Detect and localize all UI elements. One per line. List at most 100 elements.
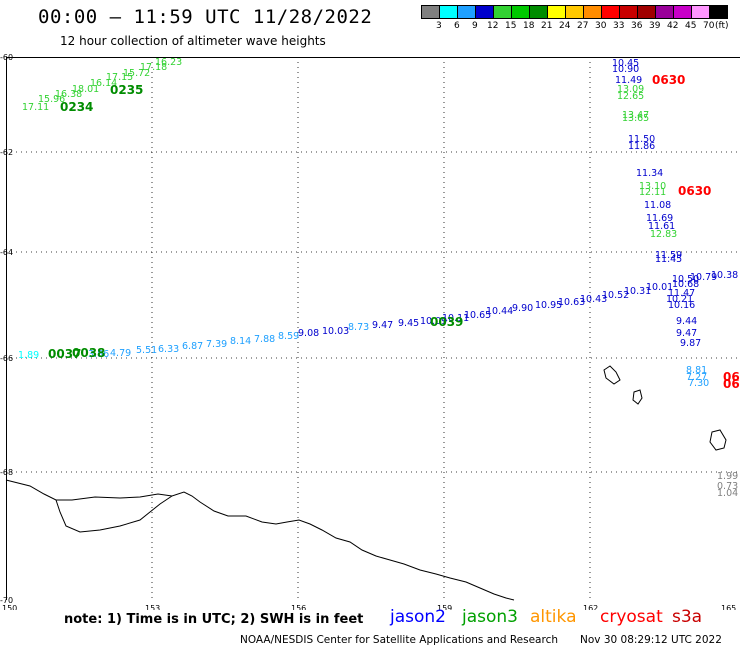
wave-height-value: 13.47: [622, 110, 649, 121]
wave-height-value: 10.21: [666, 294, 693, 305]
wave-height-value: 11.34: [636, 168, 663, 179]
wave-height-value: 10.44: [486, 306, 513, 317]
units-note: note: 1) Time is in UTC; 2) SWH is in fe…: [64, 612, 364, 627]
wave-height-value: 17.15: [106, 72, 133, 83]
timestamp: Nov 30 08:29:12 UTC 2022: [580, 634, 722, 646]
wave-height-value: 11.49: [615, 75, 642, 86]
wave-height-value: 10.63: [558, 297, 585, 308]
wave-height-value: 13.65: [622, 113, 649, 124]
wave-height-value: 9.08: [298, 328, 319, 339]
grid-lines: [6, 57, 740, 600]
longitude-tick-label: 159: [437, 604, 452, 610]
wave-height-value: 10.16: [668, 300, 695, 311]
wave-height-value: 10.03: [322, 326, 349, 337]
island-3: [709, 429, 727, 451]
wave-height-value: 7.30: [688, 378, 709, 389]
longitude-tick-label: 162: [583, 604, 598, 610]
longitude-tick-label: 165: [721, 604, 736, 610]
color-scale-label: 36: [631, 21, 643, 31]
wave-height-value: 7.27: [686, 372, 707, 383]
color-scale-label: 24: [559, 21, 571, 31]
wave-height-value: 10.11: [442, 313, 469, 324]
wave-height-value: 17.11: [22, 102, 49, 113]
color-scale-cell: [709, 5, 728, 19]
color-scale-label: 21: [541, 21, 553, 31]
wave-height-value: 0.73: [717, 481, 738, 492]
longitude-tick-label: 150: [2, 604, 17, 610]
wave-height-value: 13.10: [639, 181, 666, 192]
island-1: [603, 365, 621, 385]
page-title: 00:00 – 11:59 UTC 11/28/2022: [38, 6, 373, 28]
altimeter-map: 150 153 156 159 162 165 -60 -62 -64 -66 -68 -70 16…: [0, 53, 740, 610]
color-scale-label: 9: [472, 21, 478, 31]
wave-height-value: 10.01: [646, 282, 673, 293]
wave-height-value: 5.51: [136, 345, 157, 356]
legend-altika: altika: [530, 607, 577, 627]
wave-height-value: 15.72: [123, 68, 150, 79]
map-frame: [6, 57, 740, 600]
pass-time-label: 0234: [60, 100, 93, 114]
latitude-tick-label: -70: [0, 596, 13, 605]
longitude-tick-label: 153: [145, 604, 160, 610]
color-scale-label: 27: [577, 21, 589, 31]
wave-height-value: 8.81: [686, 365, 707, 376]
wave-height-value: 11.45: [655, 254, 682, 265]
wave-height-value: 1.04: [717, 488, 738, 499]
wave-height-value: 9.87: [680, 338, 701, 349]
pass-time-label: 0630: [652, 73, 685, 87]
wave-height-value: 10.43: [580, 294, 607, 305]
wave-height-value: 1.89: [18, 350, 39, 361]
wave-height-value: 8.73: [348, 322, 369, 333]
wave-height-value: 16.14: [90, 78, 117, 89]
wave-height-value: 10.95: [535, 300, 562, 311]
wave-height-value: 11.86: [628, 141, 655, 152]
wave-height-value: 9.44: [676, 316, 697, 327]
wave-height-value: 12.65: [617, 91, 644, 102]
color-scale-label: 15: [505, 21, 517, 31]
wave-height-value: 16.38: [55, 89, 82, 100]
color-scale-labels: 3 6 9 12 15 18 21 24 27 30 33 36 39 42 45 70 (ft): [421, 21, 740, 33]
wave-height-value: 9.45: [398, 318, 419, 329]
legend-jason3: jason3: [462, 607, 518, 627]
pass-time-label: 0039: [430, 315, 463, 329]
credit-line: NOAA/NESDIS Center for Satellite Applica…: [240, 634, 558, 646]
coast-inlet: [55, 495, 173, 533]
wave-height-value: 4.79: [110, 348, 131, 359]
color-scale-label: 12: [487, 21, 499, 31]
pass-time-label: 0038: [72, 346, 105, 360]
wave-height-value: 6.87: [182, 341, 203, 352]
color-scale-label: 70: [703, 21, 715, 31]
wave-height-value: 11.47: [668, 288, 695, 299]
wave-height-value: 10.90: [612, 64, 639, 75]
coastline: [5, 365, 727, 601]
wave-height-value: 8.14: [230, 336, 251, 347]
longitude-tick-label: 156: [291, 604, 306, 610]
wave-height-value: 18.01: [72, 84, 99, 95]
wave-height-value: 7.39: [206, 339, 227, 350]
wave-height-value: 10.79: [690, 272, 717, 283]
wave-height-value: 11.59: [655, 250, 682, 261]
wave-height-value: 10.65: [464, 310, 491, 321]
wave-height-value: 13.09: [617, 84, 644, 95]
wave-height-value: 11.50: [628, 134, 655, 145]
wave-height-value: 9.47: [676, 328, 697, 339]
latitude-tick-label: -68: [0, 468, 13, 477]
pass-time-label: 06: [723, 370, 740, 384]
wave-height-value: 10.45: [612, 58, 639, 69]
wave-height-value: 11.61: [648, 221, 675, 232]
wave-height-value: 10.52: [602, 290, 629, 301]
color-scale-label: 30: [595, 21, 607, 31]
wave-height-value: 11.08: [644, 200, 671, 211]
pass-time-label: 0630: [678, 184, 711, 198]
color-scale-label: 42: [667, 21, 679, 31]
wave-height-value: 16.23: [155, 57, 182, 68]
color-scale-label: 18: [523, 21, 535, 31]
pass-time-label: 0235: [110, 83, 143, 97]
color-scale-label: 45: [685, 21, 697, 31]
latitude-tick-label: -66: [0, 354, 13, 363]
latitude-tick-label: -62: [0, 148, 13, 157]
wave-height-value: 3.86: [88, 349, 109, 360]
wave-height-value: 10.68: [672, 279, 699, 290]
wave-height-value: 17.18: [140, 62, 167, 73]
color-scale-label: 39: [649, 21, 661, 31]
